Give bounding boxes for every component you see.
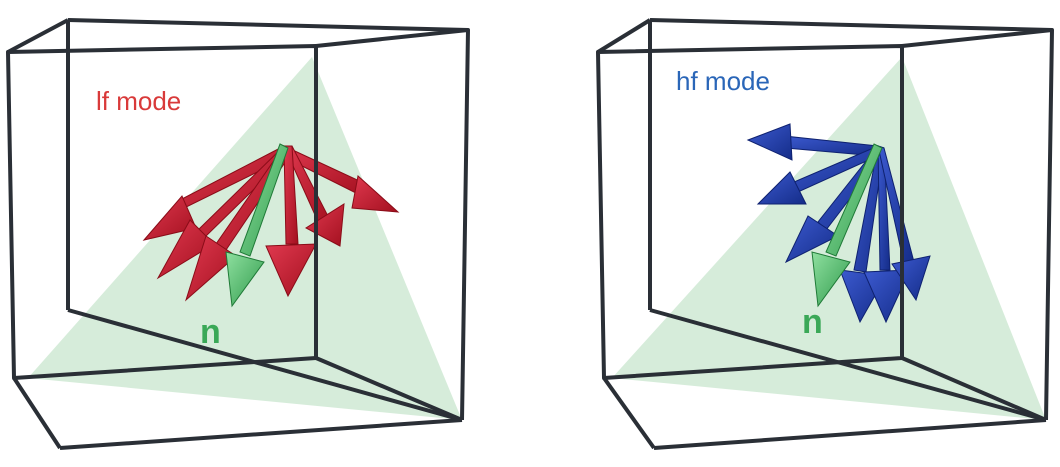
hf-mode-diagram: hf mode n <box>596 18 1054 450</box>
normal-vector-arrow <box>811 143 883 308</box>
lf-mode-label: lf mode <box>96 86 181 116</box>
normal-vector-arrow <box>225 143 289 308</box>
hf-spin-arrows <box>746 123 931 324</box>
cube-front-edges <box>596 18 1053 450</box>
lf-mode-diagram: lf mode n <box>6 18 470 450</box>
normal-vector-label: n <box>200 313 221 351</box>
lf-mode-panel: lf mode n <box>6 18 470 450</box>
normal-vector-label: n <box>802 303 823 341</box>
hf-mode-label: hf mode <box>676 66 770 96</box>
hf-mode-panel: hf mode n <box>590 0 1060 467</box>
cube-front-edges <box>6 18 469 450</box>
